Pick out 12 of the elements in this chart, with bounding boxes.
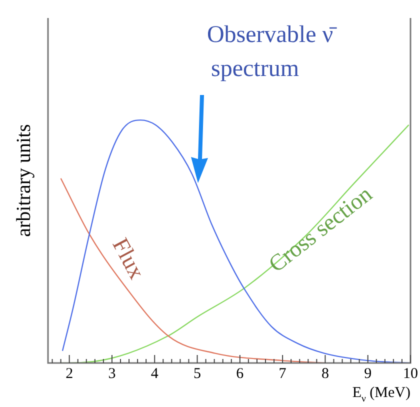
x-tick-label: 2 [66, 366, 74, 382]
text: Observable ν̄ spectrum [206, 22, 338, 82]
x-tick-label: 8 [321, 366, 329, 382]
x-tick-label: 6 [236, 366, 244, 382]
x-tick-label: 4 [150, 366, 159, 382]
text: Flux [108, 234, 150, 284]
y-axis-title: arbitrary units [13, 124, 35, 237]
x-tick-label: 10 [403, 366, 418, 382]
x-tick-label: 9 [364, 366, 372, 382]
x-tick-label: 3 [108, 366, 116, 382]
x-tick-label: 7 [278, 366, 287, 382]
x-tick-label: 5 [194, 366, 202, 382]
